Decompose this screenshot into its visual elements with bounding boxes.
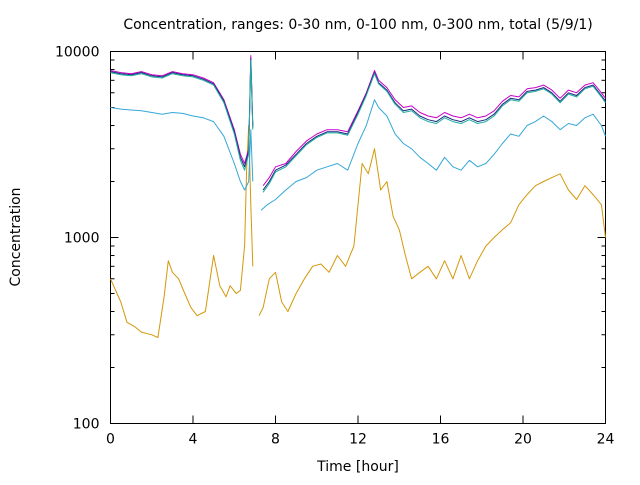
x-tick-label: 0 [106,432,115,448]
series-line-2 [110,99,606,211]
y-tick-label: 100 [73,417,100,433]
x-tick-label: 20 [514,432,532,448]
x-tick-label: 24 [597,432,615,448]
y-minor-ticks [110,59,606,369]
x-axis-label: Time [hour] [316,459,399,475]
y-tick-label: 1000 [64,231,100,247]
series-line-1 [110,125,606,338]
series-line-4 [110,57,606,191]
y-tick-label: 10000 [55,45,100,61]
series-line-5 [110,59,606,193]
x-tick-label: 4 [189,432,198,448]
x-tick-label: 16 [432,432,450,448]
x-axis: 0 4 8 12 16 20 24 [106,51,615,448]
x-tick-label: 8 [271,432,280,448]
y-axis-label: Concentration [8,187,24,286]
series-line-3 [110,55,606,187]
chart-title: Concentration, ranges: 0-30 nm, 0-100 nm… [123,17,592,33]
series-layer [110,55,606,338]
x-tick-label: 12 [349,432,367,448]
plot-frame [110,51,606,424]
y-axis: 100 1000 10000 [55,45,606,433]
